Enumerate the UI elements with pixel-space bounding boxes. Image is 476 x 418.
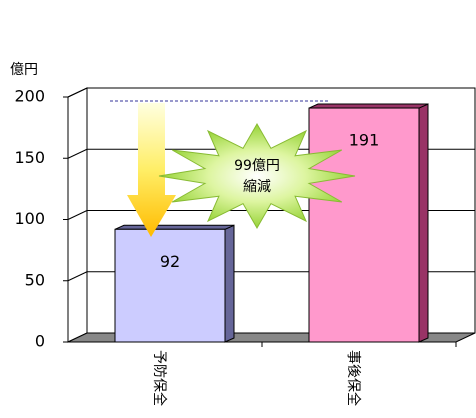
bar-top — [308, 103, 429, 109]
grid-line — [67, 87, 88, 98]
data-label: 191 — [349, 131, 380, 150]
bar-top — [114, 224, 235, 230]
bar-side — [418, 103, 429, 343]
bar — [114, 228, 226, 343]
annotation: 99億円 — [234, 158, 280, 174]
x-tick-label: 予防保全 — [151, 350, 168, 406]
starburst — [158, 122, 356, 230]
data-label: 92 — [160, 252, 180, 271]
y-tick-label: 100 — [14, 209, 45, 228]
grid-line — [67, 148, 88, 159]
x-tick-label: 事後保全 — [345, 350, 362, 406]
bar — [308, 107, 420, 343]
arrow — [127, 103, 176, 237]
y-axis-unit: 億円 — [10, 62, 38, 78]
y-tick-label: 0 — [35, 332, 45, 351]
bar-side — [224, 224, 235, 343]
y-tick-label: 150 — [14, 148, 45, 167]
annotation: 縮減 — [243, 178, 271, 195]
grid-line — [67, 210, 88, 220]
y-tick-label: 200 — [14, 87, 45, 106]
y-tick-label: 50 — [25, 270, 45, 289]
grid-line — [67, 271, 88, 282]
